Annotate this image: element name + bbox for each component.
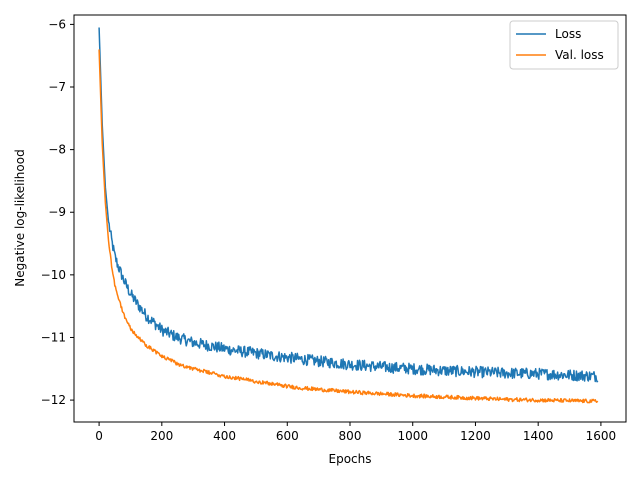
x-axis-label: Epochs <box>329 452 372 466</box>
y-tick-label: −6 <box>48 17 66 31</box>
series-line-val-loss <box>98 49 599 404</box>
legend-label-val-loss: Val. loss <box>555 48 604 62</box>
y-axis-ticks: −12 −11 −10 −9 −8 −7 −6 <box>41 17 74 407</box>
legend-box <box>509 20 619 70</box>
y-tick-label: −9 <box>48 205 66 219</box>
x-tick-label: 1400 <box>523 429 554 443</box>
x-tick-label: 1200 <box>460 429 491 443</box>
y-axis-label: Negative log-likelihood <box>13 149 27 286</box>
series-line-loss <box>98 27 599 383</box>
x-tick-label: 400 <box>213 429 236 443</box>
y-tick-label: −11 <box>41 330 66 344</box>
x-tick-label: 1600 <box>586 429 617 443</box>
x-tick-label: 200 <box>150 429 173 443</box>
y-tick-label: −8 <box>48 143 66 157</box>
series-layer <box>98 27 599 404</box>
y-tick-label: −12 <box>41 393 66 407</box>
legend-label-loss: Loss <box>555 27 581 41</box>
legend: Loss Val. loss <box>509 20 619 70</box>
x-tick-label: 800 <box>339 429 362 443</box>
x-tick-label: 1000 <box>397 429 428 443</box>
y-tick-label: −7 <box>48 80 66 94</box>
y-tick-label: −10 <box>41 268 66 282</box>
x-tick-label: 600 <box>276 429 299 443</box>
x-tick-label: 0 <box>95 429 103 443</box>
x-axis-ticks: 0 200 400 600 800 1000 1200 1400 1600 <box>95 422 616 443</box>
